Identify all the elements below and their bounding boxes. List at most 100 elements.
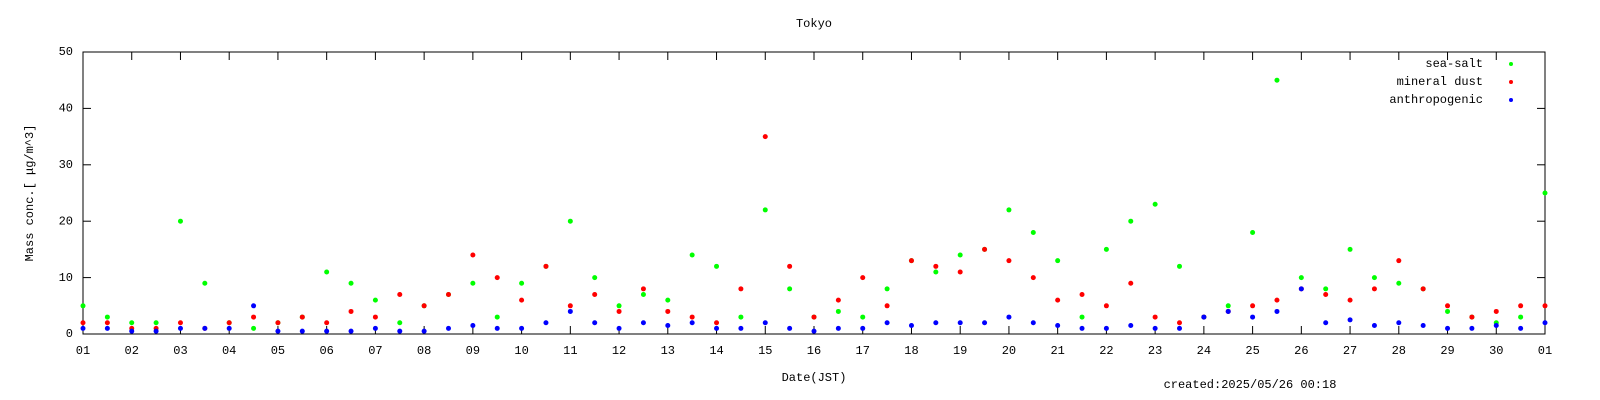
point	[860, 314, 866, 320]
x-tick-label: 02	[125, 344, 139, 358]
point	[251, 314, 257, 320]
x-tick-label: 04	[222, 344, 236, 358]
point	[1225, 308, 1231, 314]
point	[80, 303, 86, 309]
point	[592, 292, 598, 298]
point	[933, 269, 939, 275]
point	[1371, 286, 1377, 292]
point	[689, 314, 695, 320]
point	[1055, 297, 1061, 303]
point	[1347, 317, 1353, 323]
x-tick-label: 03	[173, 344, 187, 358]
x-tick-label: 01	[76, 344, 90, 358]
point	[494, 325, 500, 331]
point	[1079, 314, 1085, 320]
point	[251, 303, 257, 309]
point	[689, 252, 695, 258]
y-tick-label: 20	[59, 214, 73, 228]
point	[1177, 263, 1182, 269]
x-tick-label: 22	[1099, 344, 1113, 358]
point	[762, 134, 768, 140]
point	[1177, 320, 1182, 326]
point	[372, 297, 378, 303]
point	[397, 328, 403, 334]
point	[1518, 303, 1524, 309]
point	[665, 323, 671, 329]
point	[1152, 314, 1158, 320]
point	[1030, 229, 1036, 235]
point	[275, 328, 281, 334]
point	[1420, 323, 1426, 329]
point	[446, 325, 451, 331]
point	[884, 286, 890, 292]
point	[640, 292, 646, 298]
x-tick-label: 17	[856, 344, 870, 358]
point	[1079, 325, 1085, 331]
point	[1274, 297, 1280, 303]
point	[519, 280, 525, 286]
point	[1274, 77, 1280, 83]
point	[177, 320, 183, 326]
point	[251, 325, 257, 331]
point	[1128, 280, 1134, 286]
point	[787, 325, 793, 331]
point	[787, 263, 793, 269]
point	[1055, 258, 1061, 264]
x-tick-label: 24	[1197, 344, 1211, 358]
x-tick-label: 27	[1343, 344, 1357, 358]
legend-label: mineral dust	[1397, 75, 1483, 89]
point	[1055, 323, 1061, 329]
point	[1250, 314, 1256, 320]
point	[397, 292, 403, 298]
point	[592, 320, 598, 326]
point	[153, 320, 159, 326]
x-tick-label: 20	[1002, 344, 1016, 358]
legend-marker	[1509, 98, 1513, 102]
point	[884, 320, 890, 326]
point	[665, 297, 671, 303]
x-tick-label: 25	[1245, 344, 1259, 358]
point	[1152, 325, 1158, 331]
point	[1298, 275, 1304, 281]
point	[567, 308, 573, 314]
point	[372, 325, 378, 331]
point	[519, 297, 525, 303]
x-tick-label: 09	[466, 344, 480, 358]
point	[202, 280, 208, 286]
point	[908, 323, 914, 329]
y-tick-label: 10	[59, 271, 73, 285]
point	[177, 325, 183, 331]
legend-label: anthropogenic	[1389, 93, 1483, 107]
point	[1006, 258, 1012, 264]
point	[1396, 280, 1402, 286]
point	[1518, 325, 1524, 331]
x-tick-label: 16	[807, 344, 821, 358]
point	[1250, 229, 1256, 235]
point	[860, 275, 866, 281]
x-tick-label: 19	[953, 344, 967, 358]
x-tick-label: 26	[1294, 344, 1308, 358]
point	[1347, 297, 1353, 303]
x-tick-label: 11	[563, 344, 577, 358]
point	[567, 218, 573, 224]
point	[1371, 275, 1377, 281]
x-tick-label: 08	[417, 344, 431, 358]
point	[1518, 314, 1524, 320]
point	[616, 308, 622, 314]
point	[226, 320, 232, 326]
point	[324, 269, 330, 275]
x-tick-label: 07	[368, 344, 382, 358]
point	[299, 314, 305, 320]
point	[104, 320, 110, 326]
point	[933, 320, 939, 326]
point	[1177, 325, 1182, 331]
point	[616, 325, 622, 331]
x-tick-label: 15	[758, 344, 772, 358]
x-tick-label: 29	[1440, 344, 1454, 358]
point	[324, 320, 330, 326]
point	[1128, 323, 1134, 329]
point	[1469, 325, 1475, 331]
point	[446, 292, 451, 298]
legend-label: sea-salt	[1425, 57, 1483, 71]
point	[543, 263, 549, 269]
